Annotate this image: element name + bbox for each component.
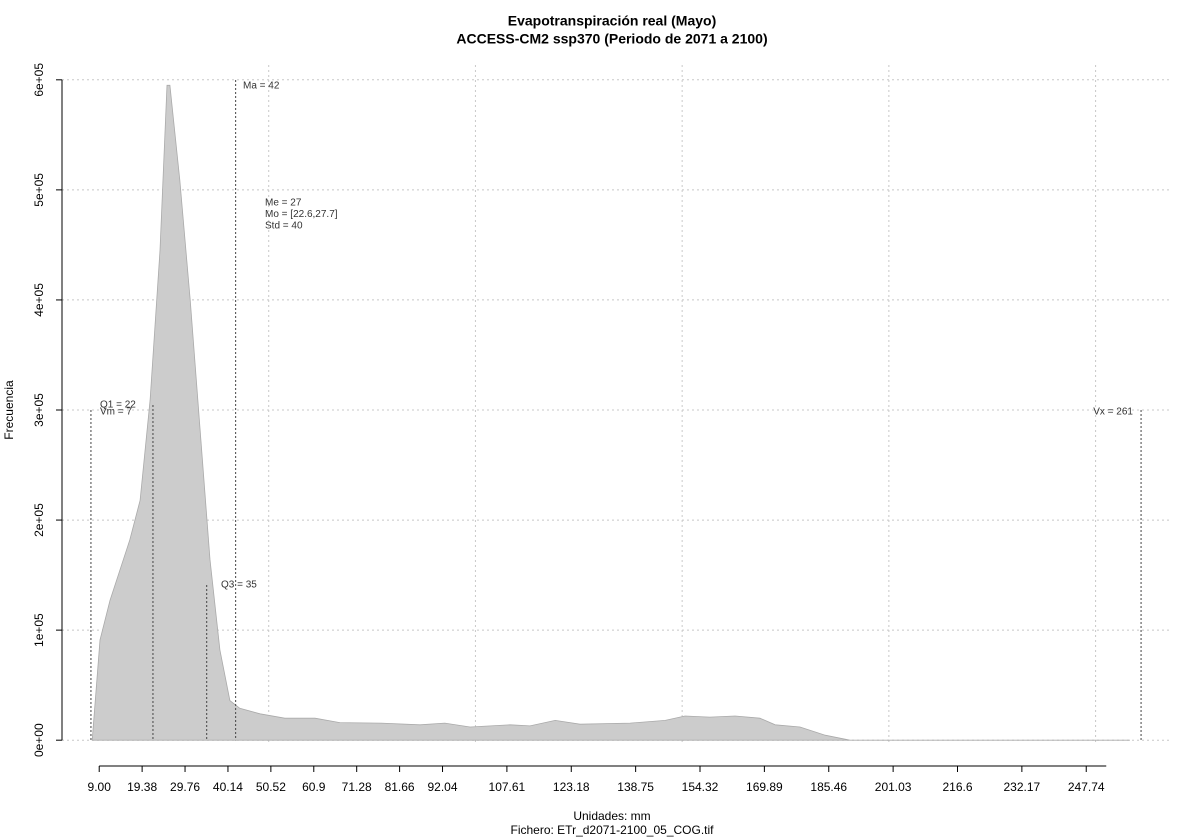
marker-label: Q3 = 35 bbox=[221, 580, 257, 591]
x-tick-label: 29.76 bbox=[170, 780, 200, 794]
x-tick-label: 201.03 bbox=[875, 780, 912, 794]
x-tick-label: 71.28 bbox=[342, 780, 372, 794]
x-tick-label: 60.9 bbox=[302, 780, 326, 794]
x-tick-label: 92.04 bbox=[428, 780, 458, 794]
marker-label: Vx = 261 bbox=[1093, 407, 1133, 418]
x-tick-label: 81.66 bbox=[385, 780, 415, 794]
stat-label: Std = 40 bbox=[265, 221, 303, 232]
x-tick-label: 138.75 bbox=[617, 780, 654, 794]
x-tick-label: 9.00 bbox=[88, 780, 112, 794]
y-tick-label: 0e+00 bbox=[32, 723, 46, 757]
stat-label: Me = 27 bbox=[265, 198, 302, 209]
y-tick-label: 3e+05 bbox=[32, 393, 46, 427]
x-tick-label: 232.17 bbox=[1004, 780, 1041, 794]
x-tick-label: 185.46 bbox=[810, 780, 847, 794]
x-tick-label: 216.6 bbox=[942, 780, 972, 794]
x-tick-label: 247.74 bbox=[1068, 780, 1105, 794]
y-tick-label: 1e+05 bbox=[32, 613, 46, 647]
y-axis-label: Frecuencia bbox=[2, 380, 16, 440]
x-tick-label: 50.52 bbox=[256, 780, 286, 794]
chart-subtitle: ACCESS-CM2 ssp370 (Periodo de 2071 a 210… bbox=[456, 31, 767, 47]
x-tick-label: 40.14 bbox=[213, 780, 243, 794]
y-tick-label: 5e+05 bbox=[32, 173, 46, 207]
y-tick-label: 2e+05 bbox=[32, 503, 46, 537]
density-area bbox=[91, 84, 1130, 741]
marker-label: Q1 = 22 bbox=[100, 400, 136, 411]
x-tick-label: 19.38 bbox=[127, 780, 157, 794]
marker-label: Vm = 7 bbox=[100, 407, 132, 418]
footnote: Fichero: ETr_d2071-2100_05_COG.tif bbox=[511, 823, 715, 837]
x-axis-label: Unidades: mm bbox=[573, 809, 650, 823]
marker-label: Ma = 42 bbox=[243, 81, 280, 92]
x-tick-label: 169.89 bbox=[746, 780, 783, 794]
x-tick-label: 123.18 bbox=[553, 780, 590, 794]
y-tick-label: 6e+05 bbox=[32, 63, 46, 97]
chart-title: Evapotranspiración real (Mayo) bbox=[508, 13, 717, 29]
stat-label: Mo = [22.6,27.7] bbox=[265, 209, 338, 220]
y-tick-label: 4e+05 bbox=[32, 283, 46, 317]
x-tick-label: 107.61 bbox=[489, 780, 526, 794]
x-tick-label: 154.32 bbox=[682, 780, 719, 794]
